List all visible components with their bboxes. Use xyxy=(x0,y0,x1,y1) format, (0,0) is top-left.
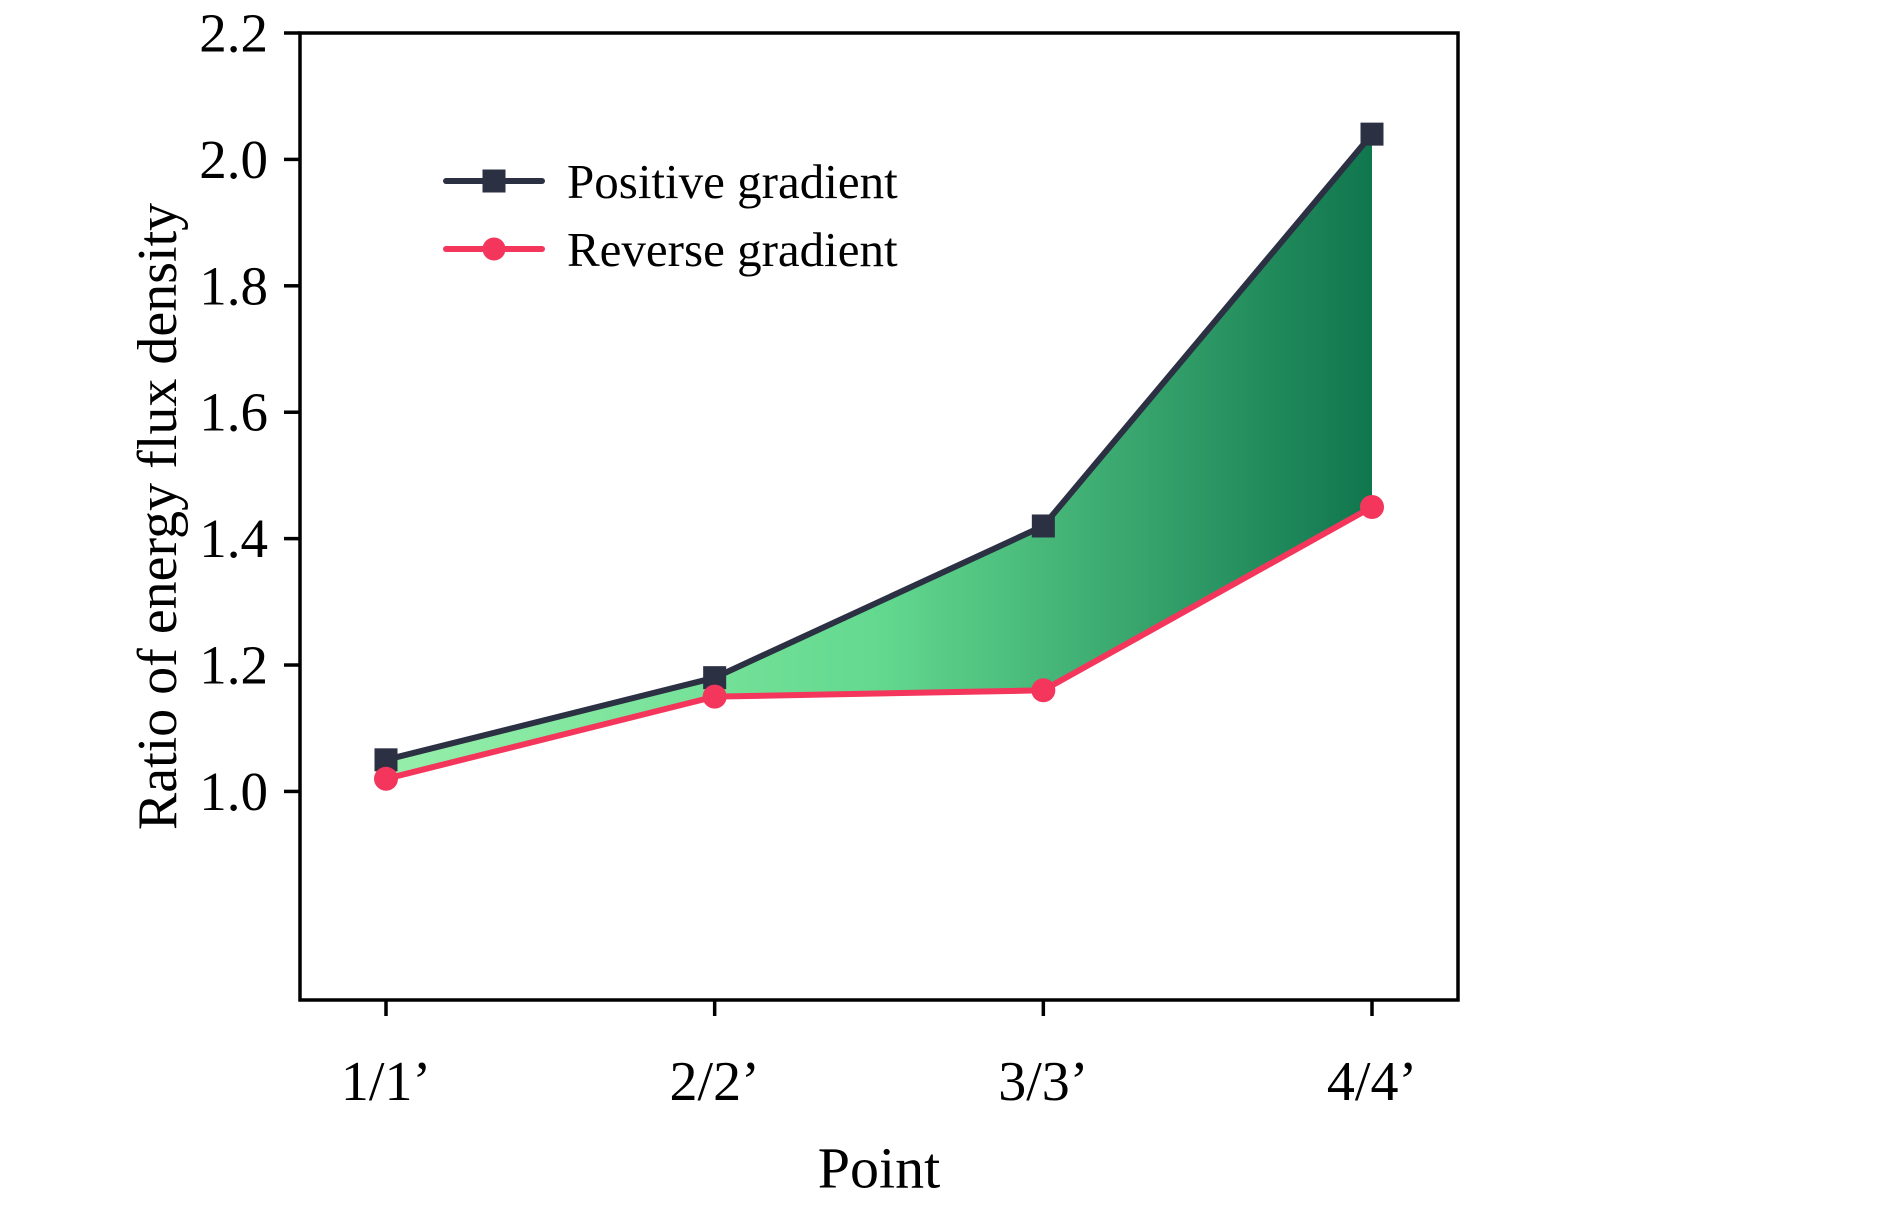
x-tick-label: 4/4’ xyxy=(1327,1051,1417,1113)
data-point-square xyxy=(1031,514,1055,538)
y-tick-label: 1.0 xyxy=(199,761,268,822)
y-tick-label: 1.6 xyxy=(199,382,268,443)
data-point-circle xyxy=(1031,678,1056,703)
data-point-square xyxy=(374,748,398,772)
y-tick-label: 1.8 xyxy=(199,255,268,316)
legend-item-positive: Positive gradient xyxy=(443,150,898,212)
fill-between-area xyxy=(386,134,1372,779)
x-tick-label: 3/3’ xyxy=(998,1051,1088,1113)
circle-marker-icon xyxy=(482,237,506,261)
x-tick-label: 1/1’ xyxy=(341,1051,431,1113)
data-point-square xyxy=(703,666,727,690)
legend-label-reverse: Reverse gradient xyxy=(567,221,898,277)
series-line-reverse xyxy=(383,504,1375,782)
reverse-line-sample xyxy=(443,237,545,261)
positive-line-sample xyxy=(443,169,545,193)
data-point-square xyxy=(1360,122,1384,146)
y-tick-label: 2.2 xyxy=(199,3,268,64)
series-line-positive xyxy=(383,131,1375,763)
legend-label-positive: Positive gradient xyxy=(567,153,898,209)
square-marker-icon xyxy=(482,169,506,193)
y-tick-label: 2.0 xyxy=(199,129,268,190)
x-axis-title: Point xyxy=(818,1136,941,1201)
x-tick-label: 2/2’ xyxy=(670,1051,760,1113)
data-point-circle xyxy=(702,684,727,709)
y-axis-title: Ratio of energy flux density xyxy=(127,203,189,830)
data-point-circle xyxy=(374,766,398,791)
y-tick-label: 1.4 xyxy=(199,508,268,569)
plot-frame xyxy=(298,31,1460,1002)
data-point-circle xyxy=(1360,495,1384,520)
y-tick-label: 1.2 xyxy=(199,635,268,696)
legend: Positive gradient Reverse gradient xyxy=(443,150,898,280)
legend-item-reverse: Reverse gradient xyxy=(443,218,898,280)
